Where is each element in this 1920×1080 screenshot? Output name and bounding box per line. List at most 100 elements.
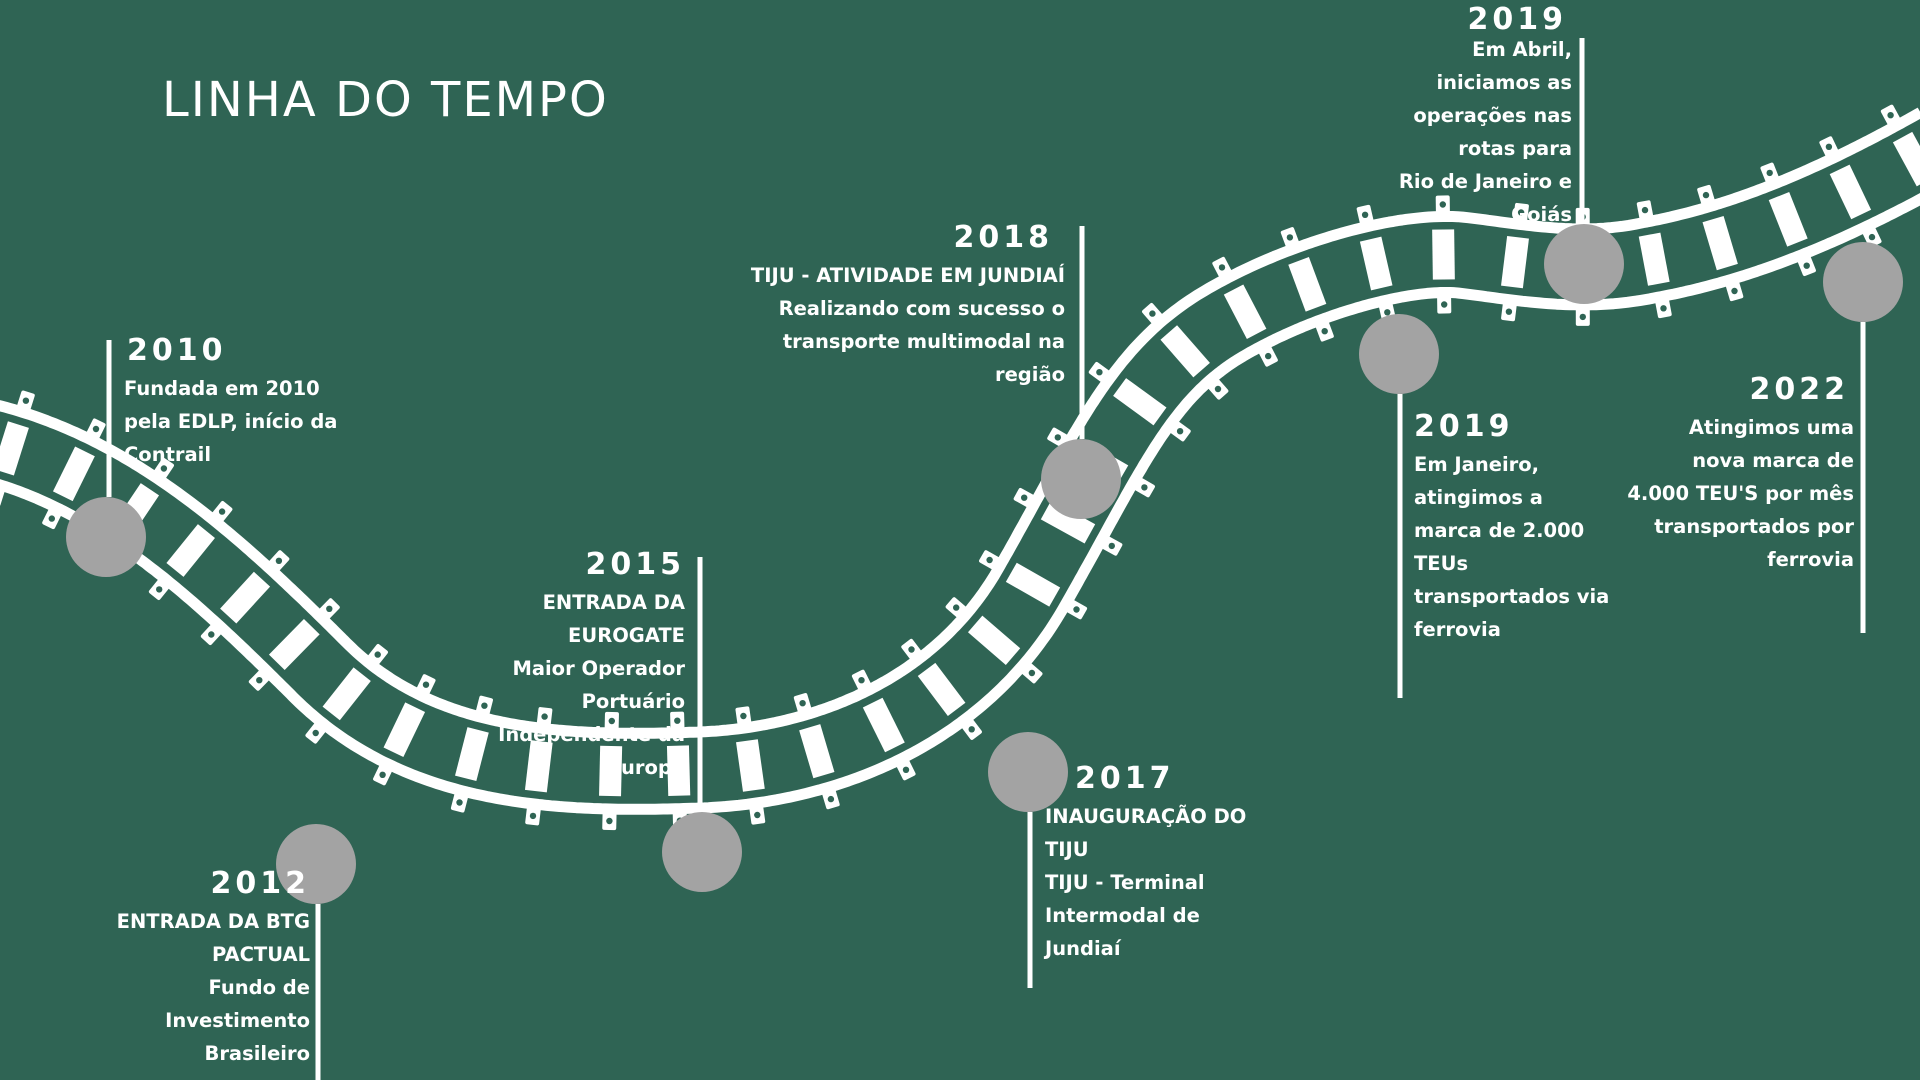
- rail-spike: [374, 651, 381, 658]
- rail-tie: [524, 740, 553, 793]
- event-year: 2017: [1075, 761, 1175, 796]
- rail-spike: [541, 713, 548, 720]
- rail-spike: [208, 631, 215, 638]
- rail-spike: [606, 817, 613, 825]
- event-description: Fundada em 2010 pela EDLP, início da Con…: [124, 377, 338, 466]
- rail-tie: [799, 724, 835, 779]
- event-node: [276, 824, 356, 904]
- rail-spike: [1803, 262, 1810, 269]
- event-year: 2010: [127, 333, 227, 368]
- rail-spike: [1660, 305, 1667, 312]
- rail-tie: [1501, 235, 1529, 289]
- rail-tie: [967, 615, 1021, 665]
- rail-spike: [1096, 369, 1103, 376]
- rail-tie: [1005, 562, 1061, 607]
- rail-spike: [908, 646, 915, 653]
- event-2022: 2022 Atingimos uma nova marca de 4.000 T…: [1627, 373, 1854, 576]
- rail-spike: [1265, 352, 1272, 360]
- event-2017: 2017 INAUGURAÇÃO DO TIJU TIJU - Terminal…: [1045, 762, 1246, 965]
- rail-spike: [1384, 309, 1391, 316]
- rail-spike: [326, 605, 333, 612]
- rail-spike: [1731, 287, 1738, 295]
- rail-spike: [754, 811, 761, 819]
- rail-spike: [1108, 542, 1116, 550]
- rail-spike: [1505, 308, 1513, 315]
- rail-tie: [455, 727, 489, 782]
- rail-tie: [1359, 236, 1393, 291]
- rail-spike: [218, 508, 226, 515]
- event-node: [1041, 439, 1121, 519]
- event-node: [1823, 242, 1903, 322]
- event-year: 2012: [210, 866, 310, 901]
- event-nodes: [66, 224, 1903, 904]
- rail-tie: [1160, 325, 1210, 378]
- event-node: [988, 732, 1068, 812]
- rail-spike: [1149, 310, 1156, 317]
- event-description: Atingimos uma nova marca de 4.000 TEU'S …: [1627, 416, 1854, 571]
- rail-tie: [599, 745, 623, 797]
- rail-tie: [1892, 131, 1920, 187]
- rail-tie: [1829, 164, 1872, 220]
- rail-spike: [529, 812, 537, 820]
- event-description: Em Abril, iniciamos as operações nas rot…: [1398, 38, 1572, 226]
- rail-spike: [92, 425, 100, 433]
- event-description: ENTRADA DA EUROGATE Maior Operador Portu…: [498, 591, 685, 779]
- rail-spike: [48, 515, 55, 522]
- rail-spike: [1218, 264, 1226, 271]
- rail-spike: [799, 700, 806, 707]
- event-2015: 2015 ENTRADA DA EUROGATE Maior Operador …: [498, 548, 685, 784]
- rail-spike: [1887, 112, 1894, 119]
- rail-spike: [456, 799, 463, 806]
- rail-spike: [1028, 669, 1036, 677]
- rail-spike: [156, 586, 163, 593]
- rail-spike: [827, 795, 835, 803]
- rail-tie: [666, 745, 691, 796]
- event-2010: 2010 Fundada em 2010 pela EDLP, início d…: [124, 334, 337, 471]
- rail-spike: [275, 557, 283, 564]
- rail-spike: [1054, 434, 1062, 441]
- rail-spike: [22, 397, 30, 404]
- event-description: TIJU - ATIVIDADE EM JUNDIAÍ Realizando c…: [750, 264, 1065, 386]
- rail-spike: [1361, 211, 1369, 218]
- event-node: [1359, 314, 1439, 394]
- rail-spike: [379, 771, 386, 778]
- rail-spike: [1441, 301, 1448, 308]
- rail-tie: [52, 446, 95, 502]
- rail-spike: [858, 677, 865, 684]
- rail-spike: [1214, 385, 1222, 393]
- event-node: [1544, 224, 1624, 304]
- page-title: LINHA DO TEMPO: [162, 72, 609, 128]
- event-node: [66, 497, 146, 577]
- rail-spike: [1766, 169, 1773, 177]
- rail-tie: [0, 421, 29, 476]
- rail-spike: [1579, 313, 1587, 321]
- rail-spike: [1702, 191, 1710, 199]
- event-2019-april: 2019 Em Abril, iniciamos as operações na…: [1399, 3, 1572, 231]
- rail-spike: [422, 681, 430, 688]
- rail-spike: [1141, 484, 1148, 491]
- rail-tie: [1040, 500, 1096, 544]
- rail-spike: [1825, 143, 1833, 150]
- rail-spike: [1286, 234, 1294, 241]
- rail-spike: [1439, 201, 1447, 208]
- rail-spike: [481, 702, 488, 709]
- rail-tie: [862, 697, 905, 753]
- event-year: 2022: [1749, 372, 1849, 407]
- rail-spike: [674, 717, 681, 724]
- rail-spike: [986, 556, 993, 564]
- event-2019-january: 2019 Em Janeiro, atingimos a marca de 2.…: [1414, 410, 1609, 646]
- rail-tie: [1638, 232, 1670, 286]
- rail-tie: [917, 662, 966, 716]
- rail-tie: [1432, 229, 1455, 280]
- rail-spike: [1020, 494, 1028, 501]
- event-description: INAUGURAÇÃO DO TIJU TIJU - Terminal Inte…: [1045, 805, 1247, 960]
- rail-spike: [953, 604, 960, 611]
- rail-tie: [1768, 192, 1808, 247]
- rail-spike-plate: [0, 485, 5, 507]
- rail-spike: [1176, 428, 1184, 435]
- rail-spike: [968, 726, 975, 733]
- rail-spike: [312, 729, 319, 737]
- rail-spike: [1868, 233, 1876, 241]
- rail-spike: [740, 712, 747, 720]
